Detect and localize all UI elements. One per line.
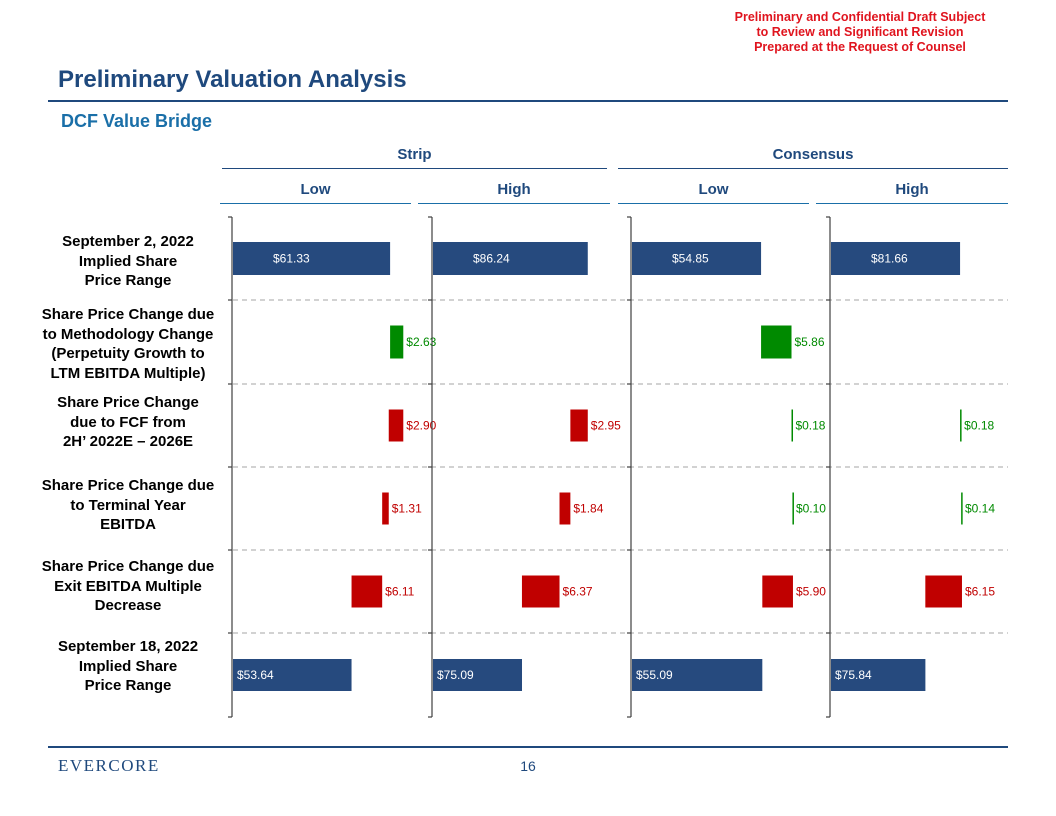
strip-high-value-label-5: $6.37 bbox=[563, 585, 593, 599]
confidentiality-line-2: to Review and Significant Revision bbox=[756, 25, 964, 39]
column-header-consensus-high: High bbox=[895, 181, 929, 198]
strip-high-bar-5 bbox=[521, 575, 560, 608]
column-underline-strip-high bbox=[418, 203, 610, 204]
consensus-high-value-label-4: $0.14 bbox=[965, 502, 995, 516]
strip-low-bar-2 bbox=[390, 325, 404, 359]
strip-high-bar-3 bbox=[570, 409, 588, 442]
column-underline-consensus-low bbox=[618, 203, 809, 204]
strip-low-bar-3 bbox=[388, 409, 404, 442]
column-header-consensus-low: Low bbox=[698, 181, 729, 198]
strip-low-bar-4 bbox=[382, 492, 389, 525]
strip-low-value-label-1: $61.33 bbox=[273, 252, 310, 266]
page-number: 16 bbox=[520, 758, 536, 774]
confidentiality-line-1: Preliminary and Confidential Draft Subje… bbox=[734, 10, 986, 24]
row-label-sep18-price-range: September 18, 2022 Implied Share Price R… bbox=[57, 638, 199, 694]
row-label-exit-multiple: Share Price Change due Exit EBITDA Multi… bbox=[41, 558, 215, 614]
consensus-high-bar-5 bbox=[925, 575, 962, 608]
consensus-low-bar-5 bbox=[762, 575, 793, 608]
strip-low-value-label-5: $6.11 bbox=[385, 585, 414, 599]
strip-high-value-label-1: $86.24 bbox=[473, 252, 510, 266]
consensus-low-bar-4 bbox=[792, 492, 794, 525]
consensus-high-value-label-1: $81.66 bbox=[871, 252, 908, 266]
consensus-high-bar-6 bbox=[831, 659, 926, 691]
evercore-logo: EVERCORE bbox=[58, 756, 160, 775]
group-underline-strip bbox=[222, 168, 607, 169]
confidentiality-notice: Preliminary and Confidential Draft Subje… bbox=[710, 10, 1010, 55]
group-header-strip: Strip bbox=[397, 146, 432, 163]
footer-divider bbox=[48, 746, 1008, 748]
column-header-strip-low: Low bbox=[300, 181, 331, 198]
consensus-low-value-label-6: $55.09 bbox=[636, 668, 673, 682]
consensus-low-value-label-5: $5.90 bbox=[796, 585, 826, 599]
strip-high-value-label-3: $2.95 bbox=[591, 419, 621, 433]
column-underline-consensus-high bbox=[816, 203, 1008, 204]
row-label-sep2-price-range: September 2, 2022 Implied Share Price Ra… bbox=[62, 233, 194, 289]
consensus-low-value-label-1: $54.85 bbox=[672, 252, 709, 266]
strip-low-bar-1 bbox=[233, 242, 391, 275]
strip-low-bar-5 bbox=[351, 575, 383, 608]
strip-low-value-label-3: $2.90 bbox=[406, 419, 436, 433]
page-title: Preliminary Valuation Analysis bbox=[58, 66, 407, 93]
strip-high-value-label-6: $75.09 bbox=[437, 668, 474, 682]
strip-low-bar-6 bbox=[233, 659, 352, 691]
consensus-low-value-label-4: $0.10 bbox=[796, 502, 826, 516]
consensus-low-value-label-2: $5.86 bbox=[795, 335, 825, 349]
strip-high-bar-4 bbox=[559, 492, 571, 525]
column-underline-strip-low bbox=[220, 203, 411, 204]
strip-low-value-label-6: $53.64 bbox=[237, 668, 274, 682]
strip-low-value-label-4: $1.31 bbox=[392, 502, 422, 516]
consensus-low-bar-6 bbox=[632, 659, 763, 691]
column-header-strip-high: High bbox=[497, 181, 531, 198]
strip-high-bar-6 bbox=[433, 659, 523, 691]
group-underline-consensus bbox=[618, 168, 1008, 169]
row-label-methodology-change: Share Price Change due to Methodology Ch… bbox=[41, 306, 215, 382]
confidentiality-line-3: Prepared at the Request of Counsel bbox=[754, 40, 966, 54]
title-divider bbox=[48, 100, 1008, 102]
consensus-low-bar-1 bbox=[632, 242, 762, 275]
consensus-low-bar-3 bbox=[791, 409, 794, 442]
consensus-high-bar-4 bbox=[961, 492, 963, 525]
consensus-high-value-label-6: $75.84 bbox=[835, 668, 872, 682]
group-header-consensus: Consensus bbox=[772, 146, 854, 163]
consensus-high-bar-3 bbox=[960, 409, 962, 442]
row-label-terminal-ebitda: Share Price Change due to Terminal Year … bbox=[41, 477, 215, 533]
consensus-high-value-label-5: $6.15 bbox=[965, 585, 995, 599]
strip-high-value-label-4: $1.84 bbox=[573, 502, 603, 516]
consensus-high-bar-1 bbox=[831, 242, 961, 275]
consensus-low-value-label-3: $0.18 bbox=[795, 419, 825, 433]
section-subtitle: DCF Value Bridge bbox=[61, 111, 213, 131]
strip-low-value-label-2: $2.63 bbox=[406, 335, 436, 349]
strip-high-bar-1 bbox=[433, 242, 588, 275]
consensus-high-value-label-3: $0.18 bbox=[964, 419, 994, 433]
consensus-low-bar-2 bbox=[761, 325, 792, 359]
row-label-fcf-change: Share Price Change due to FCF from 2H’ 2… bbox=[57, 394, 199, 450]
